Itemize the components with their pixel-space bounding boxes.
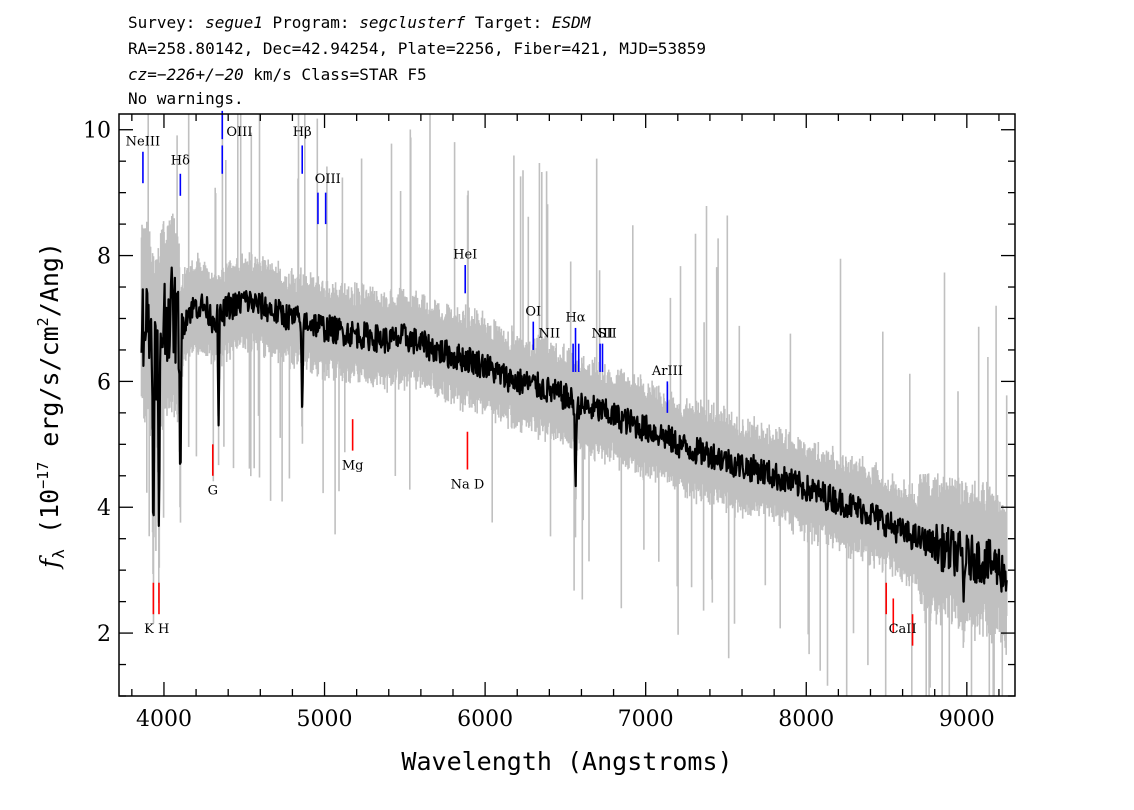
x-tick-label: 7000: [618, 707, 674, 732]
line-label: CaII: [889, 622, 917, 637]
x-axis-ticks: 4000 5000 6000 7000 8000 9000: [131, 114, 1000, 732]
y-axis-label-exp: −17: [34, 462, 52, 489]
x-tick-label: 5000: [297, 707, 353, 732]
header-segment: ESDM: [552, 13, 592, 32]
line-label: OIII: [315, 172, 341, 187]
line-label: Mg: [342, 458, 364, 473]
line-label: OI: [525, 304, 541, 319]
x-tick-label: 6000: [457, 707, 513, 732]
line-label: NII: [539, 326, 561, 341]
header-segment: km/s Class=STAR F5: [244, 65, 427, 84]
y-axis-label: fλ (10−17 erg/s/cm2/Ang): [34, 242, 68, 570]
y-axis-ticks: 2 4 6 8 10: [83, 119, 1015, 697]
line-label: Hβ: [293, 125, 312, 140]
line-label: HeI: [453, 248, 477, 263]
line-label: ArIII: [651, 364, 683, 379]
y-axis-label-sub: λ: [49, 549, 68, 559]
line-label: K H: [144, 622, 169, 637]
spectral-line-markers: [142, 110, 914, 646]
y-tick-label: 6: [97, 370, 111, 395]
x-axis-label: Wavelength (Angstroms): [401, 747, 732, 776]
header-segment: Target:: [465, 13, 552, 32]
header-text: Survey: segue1 Program: segclusterf Targ…: [128, 13, 706, 108]
line-label: NII: [591, 326, 613, 341]
header-line-redshift: cz=−226+/−20 km/s Class=STAR F5: [128, 65, 427, 84]
y-axis-label-symbol: f: [35, 555, 64, 570]
y-tick-label: 10: [83, 119, 111, 144]
x-tick-label: 9000: [939, 707, 995, 732]
line-label: NeIII: [126, 134, 160, 149]
line-label: G: [208, 484, 218, 499]
y-tick-label: 2: [97, 622, 111, 647]
y-axis-label-mid: erg/s/cm: [35, 326, 64, 461]
y-axis-label-post: /Ang): [35, 242, 64, 317]
header-line-warnings: No warnings.: [128, 89, 244, 108]
y-tick-label: 8: [97, 245, 111, 270]
line-label: Hδ: [171, 153, 190, 168]
header-segment: segclusterf: [359, 13, 465, 32]
plot-frame: [118, 113, 1016, 697]
y-axis-label-exp2: 2: [34, 317, 52, 326]
y-tick-label: 4: [97, 496, 111, 521]
flux-polyline: [140, 266, 1008, 603]
header-line-survey: Survey: segue1 Program: segclusterf Targ…: [128, 13, 592, 32]
flux-line: [140, 266, 1008, 603]
line-label: Na D: [451, 477, 485, 492]
header-segment: Survey:: [128, 13, 205, 32]
header-segment: −226+/−20: [157, 65, 244, 84]
header-segment: segue1: [205, 13, 263, 32]
line-label: OIII: [226, 125, 252, 140]
line-label: Hα: [565, 311, 585, 326]
x-tick-label: 4000: [136, 707, 192, 732]
y-axis-label-pre: (10: [35, 489, 64, 549]
x-tick-label: 8000: [778, 707, 834, 732]
header-line-coordinates: RA=258.80142, Dec=42.94254, Plate=2256, …: [128, 39, 706, 58]
header-segment: Program:: [263, 13, 359, 32]
header-segment: cz=: [128, 65, 157, 84]
line-label: SII: [598, 326, 617, 341]
